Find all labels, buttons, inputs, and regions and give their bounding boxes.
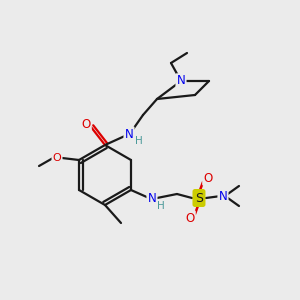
Text: N: N xyxy=(177,74,185,88)
Text: N: N xyxy=(219,190,227,202)
Text: N: N xyxy=(124,128,134,140)
Text: O: O xyxy=(52,153,62,163)
Text: H: H xyxy=(135,136,143,146)
Text: S: S xyxy=(195,191,203,205)
Text: O: O xyxy=(203,172,213,184)
Text: O: O xyxy=(185,212,195,224)
Text: O: O xyxy=(81,118,91,131)
Text: N: N xyxy=(148,191,156,205)
Text: H: H xyxy=(157,201,165,211)
